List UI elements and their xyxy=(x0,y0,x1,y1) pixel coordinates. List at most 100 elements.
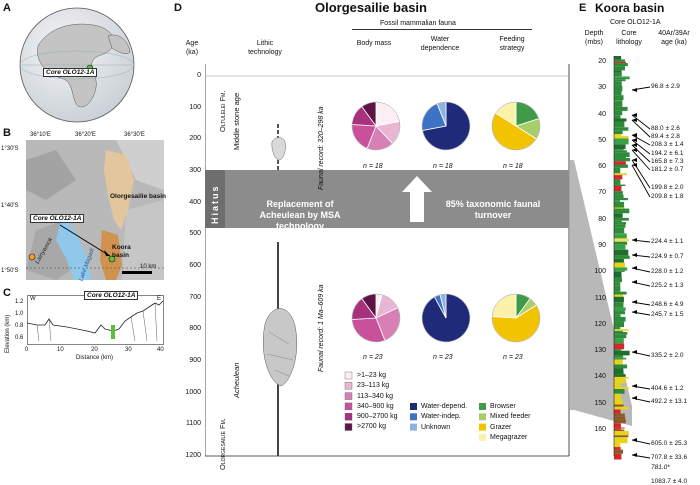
dist-tick-10: 10 xyxy=(57,347,64,353)
ar-age-arrowhead-19 xyxy=(632,453,637,457)
lat-tick-3: 1°50′S xyxy=(1,268,19,274)
ar-age-arrowhead-1 xyxy=(632,113,637,117)
legend-feed-2: Mixed feeder xyxy=(490,413,531,421)
core-layer xyxy=(614,150,627,153)
core-layer xyxy=(614,383,621,388)
ar-age-arrow-8 xyxy=(631,164,651,198)
age-tick-900: 900 xyxy=(189,357,201,364)
ar-age-arrowhead-4 xyxy=(632,138,637,142)
core-layer xyxy=(614,164,628,168)
core-layer xyxy=(614,427,625,429)
core-layer xyxy=(614,213,623,218)
core-layer xyxy=(614,374,626,377)
depth-tick-90: 90 xyxy=(598,242,606,249)
legend-body-mass: >1–23 kg 23–113 kg 113–340 kg 340–900 kg… xyxy=(357,371,397,433)
lithic-col-title-2: technology xyxy=(248,49,282,56)
ar-age-arrow-2 xyxy=(631,119,651,138)
legend-swatch-body-2 xyxy=(344,392,353,400)
legend-swatch-feed-0 xyxy=(479,403,486,410)
core-layer xyxy=(614,238,629,242)
core-layer xyxy=(614,409,621,414)
core-layer xyxy=(614,224,626,228)
core-layer xyxy=(614,449,623,454)
core-layer xyxy=(614,234,627,239)
body-mass-col-title: Body mass xyxy=(356,40,392,47)
core-layer xyxy=(614,262,626,268)
legend-swatch-water-0 xyxy=(410,403,417,410)
core-layer xyxy=(614,115,621,119)
core-layer xyxy=(614,77,630,80)
core-layer xyxy=(614,118,627,122)
core-layer xyxy=(614,136,629,139)
age-tick-1200: 1200 xyxy=(185,452,201,459)
ar-age-arrowhead-18 xyxy=(632,438,637,442)
elevation-axis-label: Elevation (km) xyxy=(5,314,11,353)
legend-swatch-body-5 xyxy=(344,423,353,431)
legend-water: Water-depend. Water-indep. Unknown xyxy=(421,402,467,433)
core-layer xyxy=(614,364,628,369)
depth-tick-80: 80 xyxy=(598,215,606,223)
elev-tick-1: 1.2 xyxy=(15,299,24,305)
ar-age-12: 225.2 ± 1.3 xyxy=(651,282,684,289)
core-layer xyxy=(614,423,621,428)
core-layer xyxy=(614,106,628,111)
depth-tick-110: 110 xyxy=(594,294,606,302)
core-layer xyxy=(614,399,623,405)
core-layer xyxy=(614,79,626,82)
core-layer xyxy=(614,321,625,328)
ar-age-arrowhead-0 xyxy=(632,88,637,92)
acheulean-label: Acheulean xyxy=(232,362,241,398)
core-layer xyxy=(614,359,623,365)
core-layer xyxy=(614,437,628,444)
core-layer xyxy=(614,285,621,292)
core-layer xyxy=(614,327,621,330)
legend-feed-1: Browser xyxy=(490,403,516,410)
core-layer xyxy=(614,314,621,317)
ar-age-arrowhead-2 xyxy=(632,118,637,122)
panel-b-label: B xyxy=(3,127,11,139)
core-layer xyxy=(614,419,626,424)
core-layer xyxy=(614,355,624,358)
core-layer xyxy=(614,349,622,351)
n-upper-water: n = 18 xyxy=(433,163,453,170)
core-layer xyxy=(614,311,626,315)
core-layer xyxy=(614,130,623,134)
n-lower-water: n = 23 xyxy=(433,354,453,361)
globe-map xyxy=(19,7,135,123)
upper-pies xyxy=(351,101,541,151)
olorgesailie-title: Olorgesailie basin xyxy=(315,0,427,15)
ar-age-8: 209.8 ± 1.8 xyxy=(651,193,684,200)
ar-age-arrowhead-13 xyxy=(632,300,637,304)
legend-water-3: Unknown xyxy=(421,423,451,431)
age-tick-0: 0 xyxy=(197,72,201,79)
panel-d-label: D xyxy=(174,2,182,14)
core-lithology xyxy=(613,56,651,460)
ar-age-arrowhead-12 xyxy=(632,280,637,284)
core-layer xyxy=(614,95,624,101)
core-layer xyxy=(614,59,626,62)
ar-age-0: 96.8 ± 2.9 xyxy=(651,83,680,90)
ar-age-20: 781.0* xyxy=(651,464,670,471)
ar-age-10: 224.9 ± 0.7 xyxy=(651,253,684,260)
ar-age-arrowhead-7 xyxy=(632,158,637,162)
depth-tick-70: 70 xyxy=(598,189,606,197)
ar-age-16: 404.6 ± 1.2 xyxy=(651,385,684,392)
msa-label: Middle stone age xyxy=(232,92,241,150)
koora-core: Core OLO12-1A xyxy=(610,19,661,26)
legend-water-2: Water-indep. xyxy=(421,413,461,421)
core-layer xyxy=(614,271,622,278)
turnover-label: 85% taxonomic faunal turnover xyxy=(445,199,541,220)
panel-e-label: E xyxy=(579,2,587,14)
core-layer xyxy=(614,220,622,223)
core-layer xyxy=(614,331,628,335)
core-layer xyxy=(614,194,624,199)
core-layer xyxy=(614,138,629,145)
koora-title: Koora basin xyxy=(595,1,665,15)
core-layer xyxy=(614,389,625,394)
elev-tick-4: 0.6 xyxy=(15,335,24,341)
age-tick-400: 400 xyxy=(189,198,201,206)
ar-age-arrow-3 xyxy=(631,134,651,146)
core-layer xyxy=(614,244,626,250)
legend-swatch-feed-1 xyxy=(479,413,486,421)
legend-body-5: 900–2700 kg xyxy=(357,413,398,421)
